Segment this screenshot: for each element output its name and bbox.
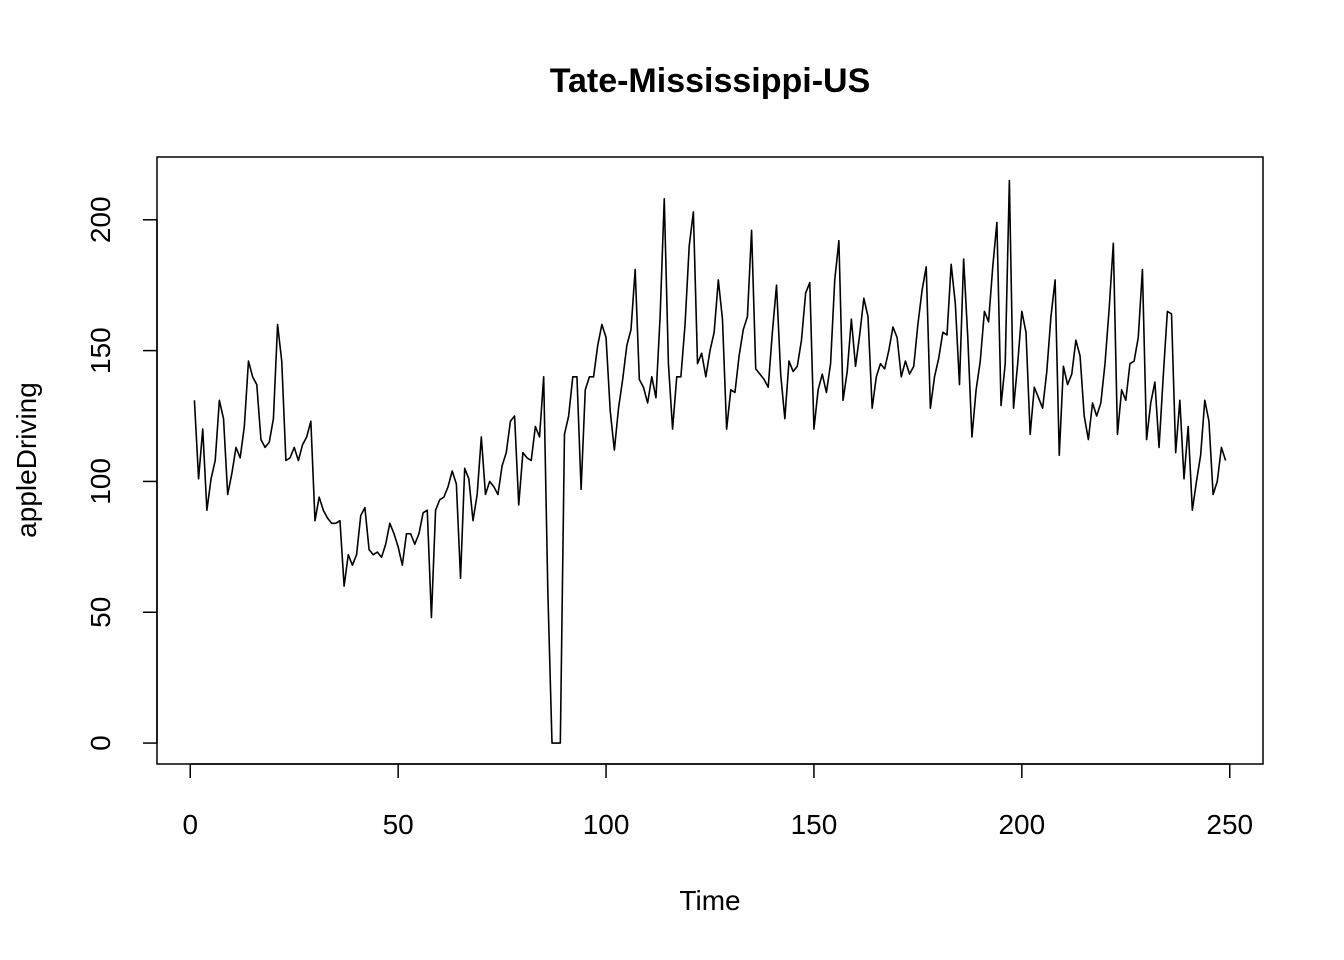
y-tick-label: 150 bbox=[85, 327, 116, 374]
x-axis: 0 50 100 150 200 250 bbox=[182, 763, 1253, 840]
y-axis-label: appleDriving bbox=[11, 382, 42, 538]
plot-frame bbox=[156, 156, 1264, 765]
x-axis-label: Time bbox=[679, 885, 740, 916]
x-tick-label: 150 bbox=[791, 809, 838, 840]
chart-title: Tate-Mississippi-US bbox=[550, 62, 871, 100]
x-tick-label: 0 bbox=[182, 809, 198, 840]
x-tick-label: 200 bbox=[998, 809, 1045, 840]
y-tick-label: 50 bbox=[85, 597, 116, 628]
y-tick-label: 0 bbox=[85, 735, 116, 751]
x-tick-label: 250 bbox=[1206, 809, 1253, 840]
x-tick-label: 50 bbox=[383, 809, 414, 840]
y-tick-label: 200 bbox=[85, 196, 116, 243]
x-tick-label: 100 bbox=[583, 809, 630, 840]
y-tick-label: 100 bbox=[85, 458, 116, 505]
series-line bbox=[193, 179, 1227, 744]
y-axis: 0 50 100 150 200 bbox=[85, 196, 158, 751]
